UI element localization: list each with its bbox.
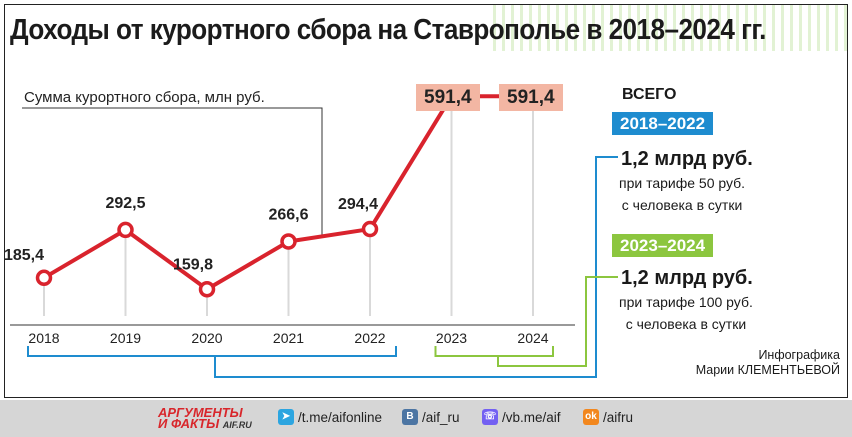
social-link-viber[interactable]: ☏ /vb.me/aif <box>482 409 561 425</box>
connector-2018-2022 <box>214 156 618 378</box>
period-note-line: при тарифе 50 руб. <box>619 175 746 191</box>
social-link-text: /aif_ru <box>422 409 460 425</box>
data-point <box>35 269 53 287</box>
social-link-text: /t.me/aifonline <box>298 409 383 425</box>
bracket-2023-2024 <box>434 346 554 357</box>
brand-line: И ФАКТЫ AIF.RU <box>158 416 252 431</box>
x-tick-label: 2024 <box>517 330 548 346</box>
social-link-odnoklassniki[interactable]: ok /aifru <box>583 409 633 425</box>
credit-line: Марии КЛЕМЕНТЬЕВОЙ <box>695 363 840 377</box>
period-note-line: при тарифе 100 руб. <box>619 294 753 310</box>
line-chart: 2018 2019 2020 2021 2022 2023 2024 185,4 292,5 1… <box>4 87 618 378</box>
value-label-highlight-2023: 591,4 <box>416 84 480 111</box>
telegram-icon: ➤ <box>278 409 294 425</box>
period-note-2018-2022: при тарифе 50 руб. с человека в сутки <box>619 172 745 216</box>
period-tag-2018-2022: 2018–2022 <box>612 112 714 135</box>
chart-title: Доходы от курортного сбора на Ставрополь… <box>10 14 766 46</box>
social-link-vk[interactable]: В /aif_ru <box>402 409 460 425</box>
caption-leader-line <box>22 107 323 238</box>
brand-line: АРГУМЕНТЫ <box>158 405 243 420</box>
x-tick-label: 2019 <box>110 330 141 346</box>
vk-icon: В <box>402 409 418 425</box>
infographic-frame <box>4 4 848 398</box>
period-tag-2023-2024: 2023–2024 <box>612 234 714 257</box>
data-point <box>280 233 297 250</box>
odnoklassniki-icon: ok <box>583 409 599 425</box>
x-tick-label: 2018 <box>28 330 59 346</box>
footer-bar: АРГУМЕНТЫ И ФАКТЫ AIF.RU ➤ /t.me/aifonli… <box>0 400 852 437</box>
data-label: 292,5 <box>105 195 145 212</box>
period-note-line: с человека в сутки <box>625 316 747 332</box>
data-point <box>198 281 216 298</box>
credit-line: Инфографика <box>758 348 840 362</box>
period-note-2023-2024: при тарифе 100 руб. с человека в сутки <box>619 291 753 335</box>
data-point <box>361 220 379 238</box>
data-label: 294,4 <box>338 196 378 213</box>
social-link-telegram[interactable]: ➤ /t.me/aifonline <box>278 409 382 425</box>
social-link-text: /aifru <box>603 409 634 425</box>
brand-line-text: И ФАКТЫ <box>158 416 220 431</box>
decorative-stripes <box>487 5 847 51</box>
summary-heading: ВСЕГО <box>622 86 677 103</box>
value-label-highlight-2024: 591,4 <box>499 84 563 111</box>
bracket-2018-2022 <box>27 346 397 357</box>
period-note-line: с человека в сутки <box>621 197 743 213</box>
y-axis-label: Сумма курортного сбора, млн руб. <box>24 89 265 106</box>
connector-2023-2024 <box>497 276 618 367</box>
viber-icon: ☏ <box>482 409 498 425</box>
period-amount-2018-2022: 1,2 млрд руб. <box>621 148 753 170</box>
author-credit: Инфографика Марии КЛЕМЕНТЬЕВОЙ <box>696 348 840 378</box>
data-label: 159,8 <box>173 256 213 273</box>
aif-logo[interactable]: АРГУМЕНТЫ И ФАКТЫ AIF.RU <box>158 405 252 431</box>
x-tick-label: 2020 <box>191 330 222 346</box>
x-tick-label: 2022 <box>354 330 385 346</box>
data-label: 185,4 <box>4 247 44 264</box>
x-tick-label: 2023 <box>436 330 467 346</box>
x-tick-label: 2021 <box>273 330 304 346</box>
brand-site: AIF.RU <box>222 420 252 430</box>
data-point <box>117 221 134 239</box>
period-amount-2023-2024: 1,2 млрд руб. <box>621 267 753 289</box>
data-label: 266,6 <box>268 206 308 223</box>
social-link-text: /vb.me/aif <box>502 409 561 425</box>
